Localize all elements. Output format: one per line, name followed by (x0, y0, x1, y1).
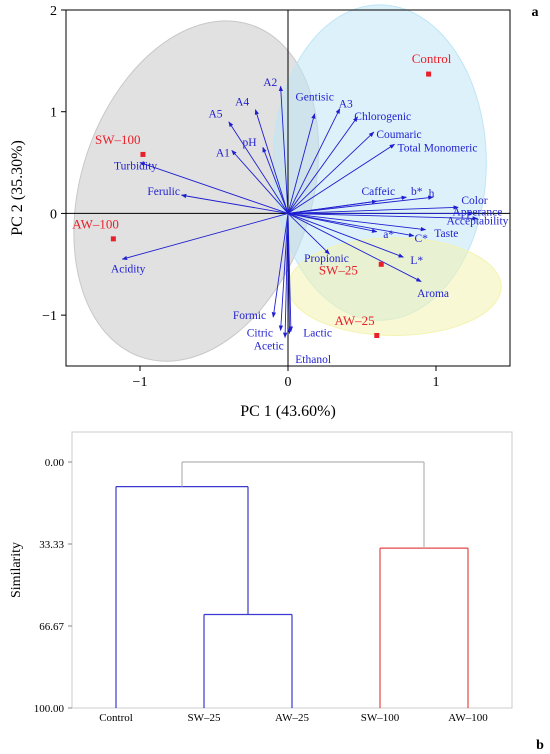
loading-arrow (254, 109, 289, 214)
loading-arrow (287, 195, 407, 214)
loading-label: Apperance (453, 206, 503, 218)
loading-label: pH (242, 137, 256, 149)
loading-label: Coumaric (376, 129, 421, 141)
loading-label: Taste (434, 228, 458, 240)
leaf-label: AW–25 (275, 712, 309, 724)
y-tick-label: 66.67 (39, 621, 64, 633)
y-tick-label: 0.00 (45, 457, 65, 469)
loading-label: Turbidity (114, 161, 157, 173)
loading-label: Acidity (111, 263, 146, 275)
pca-biplot: −1 0 1 2 1 0 −1 PC 1 (43.60%) PC 2 (35.30%) A2 A4 A… (9, 4, 511, 420)
loading-arrow (278, 85, 289, 214)
loading-arrow (287, 212, 427, 232)
loading-arrow (180, 193, 289, 214)
sample-point (426, 71, 432, 77)
sample-label: AW–25 (335, 313, 375, 328)
loading-label: Aroma (417, 288, 449, 300)
loading-arrow (287, 205, 459, 214)
y-tick-label: 1 (50, 106, 57, 121)
x-tick-label: 1 (433, 375, 440, 390)
loading-arrow (271, 213, 289, 318)
y-axis-label: Similarity (9, 542, 24, 598)
loading-arrow (287, 213, 292, 334)
loading-arrow (262, 146, 289, 214)
loading-arrow (139, 162, 289, 214)
loading-label: A5 (208, 109, 222, 121)
panel-letter-a: a (532, 5, 539, 20)
loading-label: L* (410, 255, 423, 267)
loading-label: Ferulic (147, 186, 180, 198)
x-tick-label: 0 (285, 375, 292, 390)
loading-label: Formic (233, 310, 266, 322)
loading-label: b* (411, 186, 423, 198)
loading-arrow (287, 213, 330, 255)
sample-label: Control (412, 51, 452, 66)
leaf-label: SW–100 (361, 712, 400, 724)
loading-arrow (228, 121, 289, 214)
loading-arrow (287, 212, 415, 238)
leaf-label: SW–25 (188, 712, 222, 724)
loading-label: Propionic (304, 253, 349, 265)
loading-label: Lactic (303, 327, 332, 339)
loading-label: h (429, 188, 435, 200)
y-tick-label: 33.33 (39, 539, 64, 551)
loading-arrow (231, 149, 289, 214)
y-tick-label: 2 (50, 4, 57, 19)
loading-label: Ethanol (295, 354, 331, 366)
loading-arrow (287, 195, 434, 214)
y-axis-label: PC 2 (35.30%) (9, 140, 26, 236)
loading-arrow (287, 131, 375, 214)
loading-label: Gentisic (295, 91, 333, 103)
sample-label: SW–100 (95, 132, 141, 147)
sample-point (110, 236, 116, 242)
loading-label: A1 (216, 147, 230, 159)
sample-point (140, 151, 146, 157)
loading-label: A2 (263, 77, 277, 89)
loading-label: a* (383, 229, 394, 241)
loading-label: Acetic (254, 341, 284, 353)
loading-arrow (287, 143, 396, 214)
loading-arrow (287, 213, 422, 282)
sample-label: AW–100 (72, 217, 119, 232)
loading-label: A4 (235, 97, 249, 109)
loading-label: A3 (339, 99, 353, 111)
loading-label: C* (414, 233, 428, 245)
sample-point (374, 332, 380, 338)
loading-arrow (287, 116, 358, 214)
loading-label: Citric (247, 327, 273, 339)
leaf-label: Control (99, 712, 133, 724)
loading-label: Color (461, 195, 487, 207)
loading-label: Acceptability (446, 216, 508, 228)
sample-point (378, 261, 384, 267)
loading-arrow (121, 212, 289, 260)
loading-arrow (287, 113, 316, 214)
loading-label: Chlorogenic (354, 111, 411, 123)
y-tick-label: −1 (42, 309, 57, 324)
loading-arrow (287, 213, 404, 258)
sample-label: SW–25 (319, 262, 358, 277)
loading-label: Total Monomeric (397, 142, 477, 154)
leaf-label: AW–100 (448, 712, 488, 724)
loading-arrow (287, 212, 478, 221)
x-tick-label: −1 (133, 375, 148, 390)
y-tick-label: 0 (50, 207, 57, 222)
x-axis-label: PC 1 (43.60%) (240, 403, 336, 420)
loading-arrow (278, 213, 289, 331)
loading-label: Caffeic (361, 186, 395, 198)
y-tick-label: 100.00 (34, 703, 65, 715)
panel-letter-b: b (536, 738, 544, 753)
dendrogram: 0.00 33.33 66.67 100.00 Similarity Control SW–… (9, 431, 513, 724)
loading-arrow (282, 213, 289, 339)
loading-arrow (287, 108, 341, 214)
